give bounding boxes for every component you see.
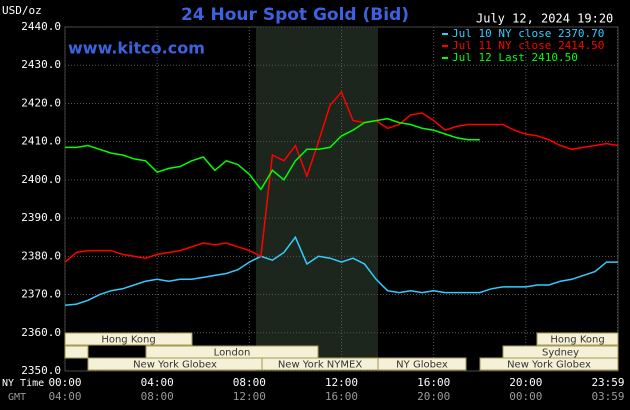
chart-title: 24 Hour Spot Gold (Bid) [181,5,409,25]
y-tick-label: 2440.0 [21,20,61,33]
x2-tick-label: 03:59 [591,390,624,403]
x-tick-label: 08:00 [233,376,266,389]
y-tick-label: 2420.0 [21,96,61,109]
session-box [64,345,89,359]
x-tick-label: 00:00 [48,376,81,389]
session-label: NY Globex [396,360,448,371]
y-tick-label: 2390.0 [21,211,61,224]
x-tick-label: 23:59 [591,376,624,389]
legend-label: Jul 12 Last 2410.50 [452,51,578,64]
x2-tick-label: 04:00 [48,390,81,403]
y-tick-label: 2380.0 [21,249,61,262]
session-label: New York Globex [507,360,591,371]
y-tick-label: 2430.0 [21,58,61,71]
session-label: Hong Kong [101,335,155,346]
y-tick-label: 2360.0 [21,326,61,339]
y-tick-label: 2350.0 [21,364,61,377]
session-label: New York NYMEX [278,360,363,371]
series-line [64,235,618,307]
y-tick-label: 2400.0 [21,173,61,186]
session-box [479,357,619,371]
x2-axis-label: GMT [8,392,26,403]
date-label: July 12, 2024 19:20 [476,12,613,26]
y-tick-label: 2410.0 [21,135,61,148]
session-box [536,332,619,346]
x2-tick-label: 16:00 [325,390,358,403]
x-tick-label: 20:00 [509,376,542,389]
x2-tick-label: 08:00 [141,390,174,403]
x2-tick-label: 12:00 [233,390,266,403]
x-tick-label: 16:00 [417,376,450,389]
legend-label: Jul 10 NY close 2370.70 [452,27,604,40]
session-label: Hong Kong [550,335,604,346]
session-box [64,332,193,346]
session-label: London [214,348,251,359]
watermark: www.kitco.com [68,39,205,58]
x2-tick-label: 00:00 [509,390,542,403]
x-axis-label: NY Time [2,378,44,389]
session-label: Sydney [542,348,579,359]
y-tick-label: 2370.0 [21,288,61,301]
x2-tick-label: 20:00 [417,390,450,403]
session-label: New York Globex [133,360,217,371]
y-axis-label: USD/oz [2,4,42,17]
legend-label: Jul 11 NY close 2414.50 [452,39,604,52]
series-line [64,90,619,263]
session-shade [256,27,378,371]
x-tick-label: 12:00 [325,376,358,389]
session-box [377,357,467,371]
x-tick-label: 04:00 [141,376,174,389]
series-line [65,117,480,191]
